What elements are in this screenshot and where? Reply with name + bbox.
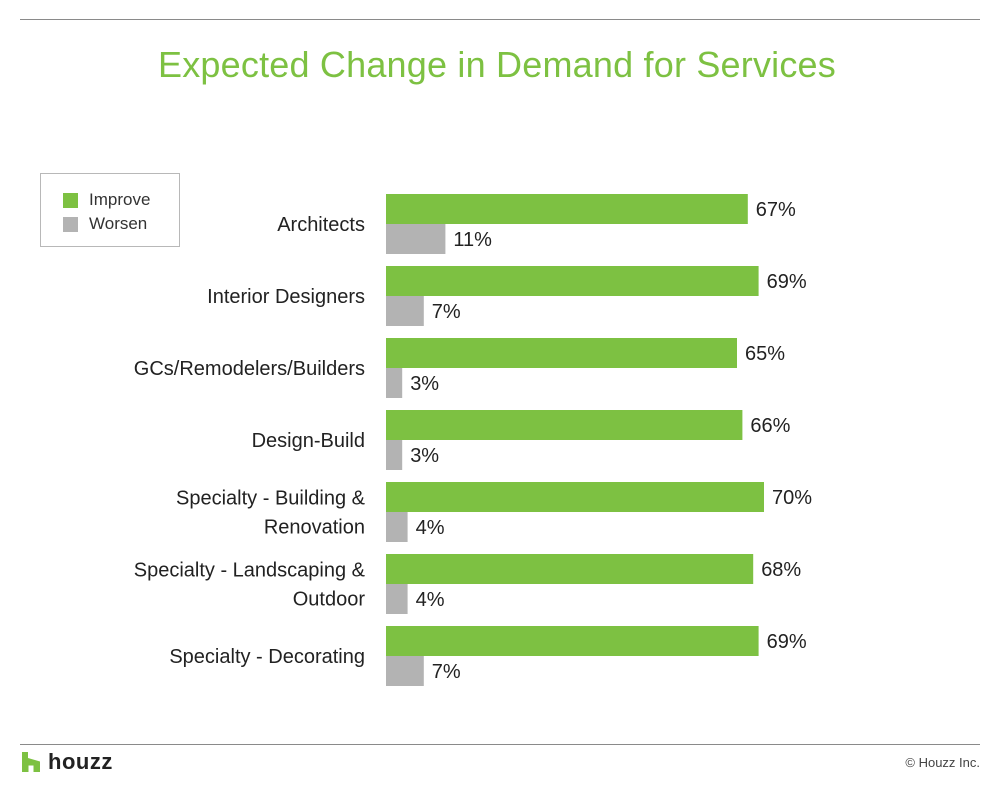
category-label-specialty-building-renovation-line-1: Specialty - Building & (176, 488, 366, 510)
data-label-improve-architects: 67% (756, 199, 796, 221)
bar-improve-specialty-decorating (386, 626, 759, 656)
bar-improve-design-build (386, 410, 743, 440)
bar-improve-gcs-remodelers-builders (386, 338, 737, 368)
bar-worsen-architects (386, 224, 446, 254)
data-label-worsen-specialty-landscaping-outdoor: 4% (416, 589, 445, 611)
legend-label-worsen: Worsen (89, 214, 148, 233)
bar-worsen-specialty-decorating (386, 656, 424, 686)
data-label-improve-specialty-decorating: 69% (767, 631, 807, 653)
category-label-specialty-landscaping-outdoor-line-1: Specialty - Landscaping & (134, 560, 366, 582)
bar-worsen-interior-designers (386, 296, 424, 326)
bar-improve-specialty-landscaping-outdoor (386, 554, 754, 584)
category-label-specialty-decorating: Specialty - Decorating (169, 646, 365, 668)
bar-improve-architects (386, 194, 748, 224)
copyright: © Houzz Inc. (905, 755, 980, 770)
top-divider (20, 19, 980, 20)
data-label-improve-gcs-remodelers-builders: 65% (745, 343, 785, 365)
data-label-worsen-specialty-decorating: 7% (432, 661, 461, 683)
legend: Improve Worsen (40, 173, 180, 247)
category-label-architects: Architects (277, 214, 365, 236)
bar-worsen-gcs-remodelers-builders (386, 368, 403, 398)
data-label-worsen-gcs-remodelers-builders: 3% (410, 373, 439, 395)
category-label-interior-designers: Interior Designers (207, 286, 365, 308)
data-label-improve-design-build: 66% (750, 415, 790, 437)
brand-name: houzz (48, 749, 113, 774)
data-label-improve-specialty-landscaping-outdoor: 68% (761, 559, 801, 581)
bar-worsen-design-build (386, 440, 403, 470)
data-label-worsen-design-build: 3% (410, 445, 439, 467)
bar-improve-specialty-building-renovation (386, 482, 764, 512)
category-label-design-build: Design-Build (252, 430, 365, 452)
category-label-gcs-remodelers-builders: GCs/Remodelers/Builders (134, 358, 365, 380)
legend-label-improve: Improve (89, 190, 151, 209)
brand: houzz (22, 749, 113, 774)
data-label-improve-interior-designers: 69% (767, 271, 807, 293)
data-label-worsen-architects: 11% (453, 229, 492, 251)
data-label-worsen-specialty-building-renovation: 4% (416, 517, 445, 539)
legend-item-improve: Improve (63, 190, 150, 210)
legend-swatch-worsen (63, 216, 78, 232)
bar-improve-interior-designers (386, 266, 759, 296)
chart-title: Expected Change in Demand for Services (158, 44, 836, 85)
houzz-logo-icon (22, 752, 40, 772)
legend-swatch-improve (63, 192, 78, 208)
bar-worsen-specialty-landscaping-outdoor (386, 584, 408, 614)
data-label-improve-specialty-building-renovation: 70% (772, 487, 812, 509)
category-label-specialty-building-renovation-line-2: Renovation (264, 517, 365, 539)
category-label-specialty-landscaping-outdoor-line-2: Outdoor (293, 589, 366, 611)
legend-item-worsen: Worsen (63, 214, 147, 234)
bar-worsen-specialty-building-renovation (386, 512, 408, 542)
bottom-divider (20, 744, 980, 745)
data-label-worsen-interior-designers: 7% (432, 301, 461, 323)
